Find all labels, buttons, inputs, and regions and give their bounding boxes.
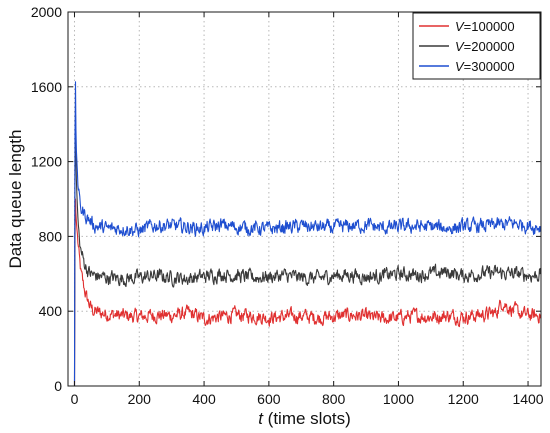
y-tick-label: 2000 <box>31 4 62 20</box>
series-line-2 <box>73 114 542 387</box>
legend-label-italic: V <box>455 39 465 54</box>
series-line-3 <box>73 81 542 387</box>
legend-label-rest: =300000 <box>464 59 515 74</box>
series-lines <box>73 81 542 387</box>
y-tick-label: 800 <box>39 228 63 244</box>
x-tick-label: 200 <box>128 391 152 407</box>
x-tick-label: 1000 <box>383 391 414 407</box>
y-axis-label: Data queue length <box>6 130 25 269</box>
legend-label: V=300000 <box>455 59 515 74</box>
x-tick-label: 800 <box>322 391 346 407</box>
legend-label: V=200000 <box>455 39 515 54</box>
x-axis-label: t (time slots) <box>258 409 351 428</box>
legend-label: V=100000 <box>455 19 515 34</box>
plot-frame <box>67 11 542 387</box>
x-tick-label: 600 <box>257 391 281 407</box>
x-axis-label-italic: t <box>258 409 264 428</box>
x-tick-label: 1200 <box>448 391 479 407</box>
legend-label-italic: V <box>455 59 465 74</box>
legend-label-italic: V <box>455 19 465 34</box>
x-tick-label: 400 <box>192 391 216 407</box>
y-tick-labels: 0 400 800 1200 1600 2000 <box>31 4 62 394</box>
legend-label-rest: =100000 <box>464 19 515 34</box>
x-tick-label: 1400 <box>512 391 543 407</box>
y-tick-label: 400 <box>39 303 63 319</box>
x-axis-label-rest: (time slots) <box>263 409 351 428</box>
legend-label-rest: =200000 <box>464 39 515 54</box>
y-tick-label: 0 <box>54 378 62 394</box>
x-tick-label: 0 <box>71 391 79 407</box>
series-line-1 <box>73 198 542 387</box>
y-tick-label: 1600 <box>31 79 62 95</box>
y-tick-label: 1200 <box>31 154 62 170</box>
axis-ticks <box>68 11 541 387</box>
x-tick-labels: 0 200 400 600 800 1000 1200 1400 <box>71 391 544 407</box>
